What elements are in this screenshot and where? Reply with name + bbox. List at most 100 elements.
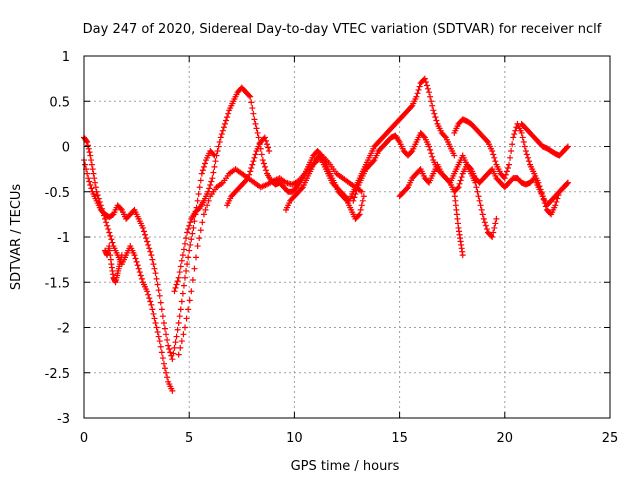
data-point [525, 158, 532, 165]
data-point [144, 288, 151, 295]
data-point [174, 326, 181, 333]
data-point [416, 83, 423, 90]
data-point [218, 131, 225, 138]
data-point [87, 181, 94, 188]
series-track-e [175, 154, 365, 358]
data-point [518, 129, 525, 136]
data-point [92, 184, 99, 191]
data-point [175, 351, 182, 358]
y-tick-label: 0.5 [49, 95, 70, 110]
data-point [149, 256, 156, 263]
data-point [106, 229, 113, 236]
data-point [136, 269, 143, 276]
data-point [483, 226, 490, 233]
data-point [185, 254, 192, 261]
y-tick-label: -1 [57, 231, 70, 246]
data-point [251, 154, 258, 161]
data-point [477, 202, 484, 209]
data-point [159, 313, 166, 320]
data-point [97, 202, 104, 209]
data-point [183, 267, 190, 274]
data-point [178, 338, 185, 345]
data-point [473, 184, 480, 191]
data-point [169, 387, 176, 394]
data-point [214, 148, 221, 155]
data-point [185, 226, 192, 233]
data-point [360, 193, 367, 200]
data-point [254, 129, 261, 136]
data-point [109, 239, 116, 246]
data-point [175, 319, 182, 326]
data-point [476, 197, 483, 204]
data-point [201, 160, 208, 167]
data-point [185, 306, 192, 313]
data-point [521, 143, 528, 150]
data-point [187, 219, 194, 226]
data-point [538, 189, 545, 196]
data-point [252, 151, 259, 158]
y-tick-labels: 1 0.5 0 -0.5 -1 -1.5 -2 -2.5 -3 [45, 50, 70, 427]
data-point [216, 138, 223, 145]
data-point [157, 299, 164, 306]
data-point [174, 278, 181, 285]
data-point [430, 107, 437, 114]
data-point [163, 331, 170, 338]
data-point [181, 240, 188, 247]
data-point [555, 192, 562, 199]
data-point [197, 177, 204, 184]
data-point [146, 295, 153, 302]
data-point [177, 344, 184, 351]
data-point [215, 143, 222, 150]
data-point [151, 265, 158, 272]
data-point [178, 257, 185, 264]
data-point [264, 141, 271, 148]
data-point [210, 151, 217, 158]
data-point [102, 215, 109, 222]
x-tick-label: 25 [602, 431, 619, 446]
data-point [160, 319, 167, 326]
data-point [262, 137, 269, 144]
data-point [491, 154, 498, 161]
data-point [428, 150, 435, 157]
data-point [152, 270, 159, 277]
data-point [420, 133, 427, 140]
data-point [493, 215, 500, 222]
data-point [149, 306, 156, 313]
data-point [427, 146, 434, 153]
data-point [536, 183, 543, 190]
data-point [488, 232, 495, 239]
data-point [209, 175, 216, 182]
data-point [140, 228, 147, 235]
y-tick-label: -2.5 [45, 367, 70, 382]
data-point [421, 75, 428, 82]
data-point [176, 269, 183, 276]
data-point [359, 197, 366, 204]
data-point [511, 131, 518, 138]
data-point [118, 252, 125, 259]
x-tick-labels: 0 5 10 15 20 25 [80, 431, 618, 446]
data-point [200, 163, 207, 170]
data-point [554, 195, 561, 202]
data-point [151, 315, 158, 322]
data-point [137, 272, 144, 279]
data-point [196, 235, 203, 242]
data-point [459, 252, 466, 259]
chart-title: Day 247 of 2020, Sidereal Day-to-day VTE… [83, 22, 602, 37]
x-tick-label: 15 [391, 431, 408, 446]
data-point [143, 235, 150, 242]
data-point [205, 197, 212, 204]
data-point [535, 179, 542, 186]
data-point [178, 298, 185, 305]
data-point [458, 174, 465, 181]
data-point [539, 193, 546, 200]
data-point [542, 203, 549, 210]
data-point [99, 209, 106, 216]
data-point [358, 188, 365, 195]
data-point [455, 184, 462, 191]
data-point [446, 178, 453, 185]
data-point [429, 153, 436, 160]
data-point [441, 133, 448, 140]
data-point [245, 175, 252, 182]
data-point [503, 168, 510, 175]
data-point [563, 144, 570, 151]
